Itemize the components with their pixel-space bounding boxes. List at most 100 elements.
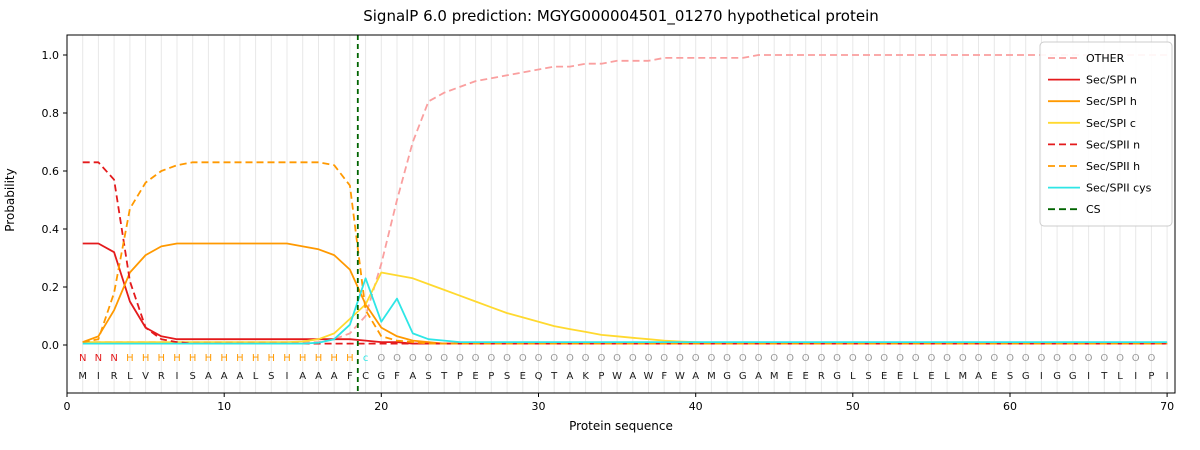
- sequence-letter: S: [504, 371, 510, 382]
- sequence-letter: E: [881, 371, 887, 382]
- sequence-letter: I: [1087, 371, 1090, 382]
- annotation-letter: O: [1116, 353, 1124, 364]
- annotation-letter: O: [582, 353, 590, 364]
- legend-label: Sec/SPI n: [1086, 74, 1137, 87]
- annotation-letter: H: [220, 353, 228, 364]
- sequence-letter: M: [770, 371, 779, 382]
- chart-title: SignalP 6.0 prediction: MGYG000004501_01…: [363, 7, 879, 26]
- annotation-letter: O: [440, 353, 448, 364]
- sequence-letter: I: [176, 371, 179, 382]
- sequence-letter: L: [127, 371, 133, 382]
- sequence-letter: M: [707, 371, 716, 382]
- annotation-letter: O: [927, 353, 935, 364]
- annotation-letter: H: [283, 353, 291, 364]
- annotation-letter: H: [205, 353, 213, 364]
- annotation-letter: H: [299, 353, 307, 364]
- annotation-letter: O: [692, 353, 700, 364]
- annotation-letter: O: [1147, 353, 1155, 364]
- annotation-letter: O: [802, 353, 810, 364]
- sequence-letter: F: [394, 371, 400, 382]
- legend-label: Sec/SPII n: [1086, 138, 1140, 151]
- annotation-letter: O: [755, 353, 763, 364]
- annotation-letter: N: [79, 353, 86, 364]
- annotation-letter: O: [817, 353, 825, 364]
- sequence-letter: G: [377, 371, 385, 382]
- sequence-letter: A: [236, 371, 243, 382]
- legend-label: Sec/SPII h: [1086, 160, 1140, 173]
- series-line-sec-spii-n: [82, 161, 1168, 345]
- sequence-letter: G: [1022, 371, 1030, 382]
- sequence-letter: L: [944, 371, 950, 382]
- sequence-letter: A: [205, 371, 212, 382]
- annotation-letter: O: [456, 353, 464, 364]
- annotation-letter: O: [990, 353, 998, 364]
- sequence-letter: I: [1166, 371, 1169, 382]
- annotation-letter: O: [629, 353, 637, 364]
- legend-label: CS: [1086, 203, 1101, 216]
- annotation-letter: H: [252, 353, 260, 364]
- annotation-letter: O: [660, 353, 668, 364]
- y-tick-label: 0.0: [42, 339, 60, 352]
- sequence-letter: A: [331, 371, 338, 382]
- annotation-letter: H: [173, 353, 181, 364]
- sequence-letter: P: [1148, 371, 1154, 382]
- annotation-letter: O: [1085, 353, 1093, 364]
- sequence-letter: T: [1100, 371, 1108, 382]
- sequence-letter: I: [286, 371, 289, 382]
- annotation-letter: O: [472, 353, 480, 364]
- sequence-letter: E: [472, 371, 478, 382]
- annotation-letter: O: [566, 353, 574, 364]
- annotation-letter: O: [959, 353, 967, 364]
- series-line-sec-spi-c: [82, 271, 1168, 344]
- sequence-letter: F: [347, 371, 353, 382]
- annotation-letter: O: [393, 353, 401, 364]
- annotation-letter: O: [723, 353, 731, 364]
- sequence-letter: R: [818, 371, 825, 382]
- annotation-letter: H: [189, 353, 197, 364]
- sequence-letter: A: [629, 371, 636, 382]
- annotation-letter: H: [330, 353, 338, 364]
- legend-label: Sec/SPI h: [1086, 95, 1137, 108]
- annotation-letter: O: [912, 353, 920, 364]
- annotation-letter: H: [346, 353, 354, 364]
- sequence-letter: M: [78, 371, 87, 382]
- sequence-letter: A: [755, 371, 762, 382]
- annotation-letter: O: [1037, 353, 1045, 364]
- sequence-letter: E: [928, 371, 934, 382]
- y-tick-label: 0.4: [42, 223, 60, 236]
- series-line-sec-spi-h: [82, 242, 1168, 345]
- plot-frame: [66, 34, 1176, 394]
- sequence-letter: W: [675, 371, 685, 382]
- annotation-letter: H: [142, 353, 150, 364]
- x-tick-label: 70: [1160, 400, 1174, 413]
- x-tick-label: 50: [846, 400, 860, 413]
- sequence-letter: W: [612, 371, 622, 382]
- annotation-letter: O: [770, 353, 778, 364]
- annotation-letter: O: [535, 353, 543, 364]
- sequence-letter: A: [692, 371, 699, 382]
- legend-label: OTHER: [1086, 52, 1125, 65]
- x-tick-label: 10: [217, 400, 231, 413]
- sequence-letter: A: [566, 371, 573, 382]
- annotation-letter: O: [707, 353, 715, 364]
- sequence-letter: T: [440, 371, 448, 382]
- annotation-letter: H: [315, 353, 323, 364]
- sequence-letter: C: [362, 371, 369, 382]
- y-tick-label: 0.6: [42, 165, 60, 178]
- sequence-letter: V: [142, 371, 149, 382]
- annotation-letter: H: [268, 353, 276, 364]
- sequence-letter: P: [488, 371, 494, 382]
- sequence-letter: G: [723, 371, 731, 382]
- sequence-letter: S: [425, 371, 431, 382]
- sequence-letter: R: [158, 371, 165, 382]
- annotation-letter: O: [1022, 353, 1030, 364]
- x-tick-label: 0: [64, 400, 71, 413]
- annotation-letter: H: [236, 353, 244, 364]
- sequence-letter: G: [833, 371, 841, 382]
- annotation-letter: O: [1132, 353, 1140, 364]
- annotation-letter: O: [786, 353, 794, 364]
- sequence-letter: A: [221, 371, 228, 382]
- x-tick-label: 40: [689, 400, 703, 413]
